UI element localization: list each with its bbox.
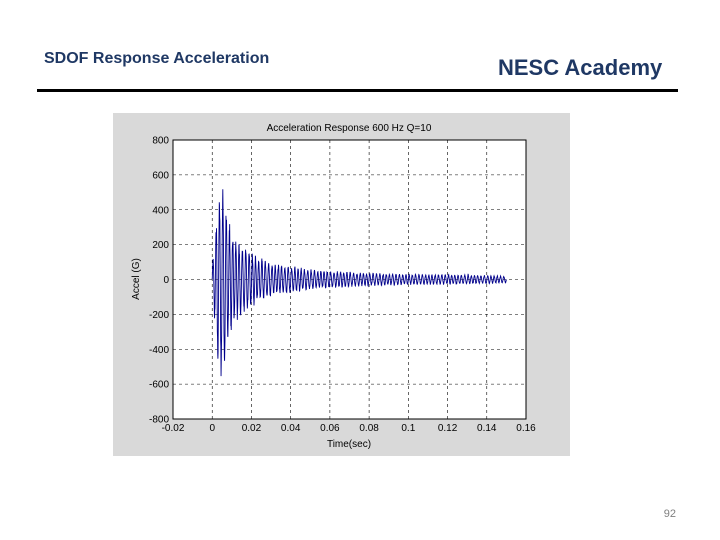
series-layer (211, 189, 507, 377)
series-line (211, 189, 507, 377)
y-tick-label: 200 (152, 240, 169, 251)
y-tick-label: 400 (152, 205, 169, 216)
x-tick-label: 0.06 (320, 423, 340, 434)
x-tick-label: 0.12 (438, 423, 458, 434)
x-axis-label: Time(sec) (327, 439, 371, 450)
y-tick-label: -200 (149, 310, 169, 321)
slide-subtitle: SDOF Response Acceleration (44, 50, 270, 67)
page-number: 92 (663, 508, 676, 520)
x-tick-label: 0.16 (516, 423, 536, 434)
y-tick-label: 800 (152, 136, 169, 147)
x-tick-label: 0.08 (359, 423, 379, 434)
x-tick-label: 0.14 (477, 423, 497, 434)
y-tick-label: 600 (152, 170, 169, 181)
tick-labels: -0.02 0 0.02 0.04 0.06 0.08 0.1 0.12 0.14 0.16 -80… (149, 136, 536, 435)
x-tick-label: 0.1 (401, 423, 415, 434)
acceleration-response-chart: -0.02 0 0.02 0.04 0.06 0.08 0.1 0.12 0.14 0.16 -80… (131, 123, 536, 450)
header-divider (37, 89, 678, 92)
y-axis-label: Accel (G) (131, 258, 142, 300)
slide-brand-title: NESC Academy (498, 55, 663, 80)
chart-title: Acceleration Response 600 Hz Q=10 (267, 123, 432, 134)
y-tick-label: -400 (149, 345, 169, 356)
y-tick-label: -600 (149, 380, 169, 391)
y-tick-label: 0 (163, 275, 169, 286)
x-tick-label: 0.02 (242, 423, 262, 434)
x-tick-label: 0.04 (281, 423, 301, 434)
x-tick-label: -0.02 (162, 423, 185, 434)
x-tick-label: 0 (209, 423, 215, 434)
y-tick-label: -800 (149, 415, 169, 426)
chart-frame: -0.02 0 0.02 0.04 0.06 0.08 0.1 0.12 0.14 0.16 -80… (113, 113, 570, 456)
